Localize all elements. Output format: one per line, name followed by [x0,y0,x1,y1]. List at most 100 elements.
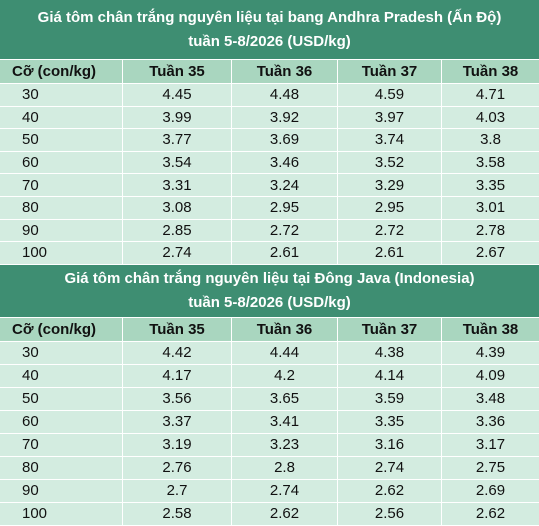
table-row: 90 2.7 2.74 2.62 2.69 [0,479,539,503]
table-cell: 3.19 [123,433,232,457]
table-cell: 100 [0,502,123,526]
table-cell: 60 [0,151,123,175]
table-cell: 2.85 [123,219,232,243]
table-cell: 3.37 [123,410,232,434]
table-row: 40 4.17 4.2 4.14 4.09 [0,364,539,388]
table-cell: 2.74 [232,479,338,503]
table-cell: 4.14 [338,364,442,388]
table-cell: 4.71 [442,84,539,107]
header-cell: Tuần 37 [338,60,442,84]
table-cell: 3.23 [232,433,338,457]
table-cell: 3.54 [123,151,232,175]
table-row: 50 3.77 3.69 3.74 3.8 [0,129,539,152]
table-cell: 2.61 [338,242,442,265]
table-cell: 2.58 [123,502,232,526]
table-cell: 90 [0,219,123,243]
table-cell: 70 [0,174,123,197]
table-cell: 3.16 [338,433,442,457]
price-table: Giá tôm chân trắng nguyên liệu tại bang … [0,0,539,265]
table-cell: 3.77 [123,129,232,152]
table-cell: 3.92 [232,106,338,130]
header-cell: Cỡ (con/kg) [0,317,123,342]
table-cell: 4.38 [338,341,442,365]
header-cell: Tuần 36 [232,60,338,84]
table-cell: 3.97 [338,106,442,130]
table-cell: 2.72 [232,219,338,243]
table-cell: 2.78 [442,219,539,243]
table-row: 30 4.42 4.44 4.38 4.39 [0,341,539,365]
table-cell: 4.09 [442,364,539,388]
table-cell: 50 [0,387,123,411]
table-cell: 4.17 [123,364,232,388]
table-cell: 4.48 [232,84,338,107]
header-cell: Tuần 38 [442,317,539,342]
table-cell: 2.7 [123,479,232,503]
table-cell: 2.62 [442,502,539,526]
table-cell: 3.56 [123,387,232,411]
table-cell: 3.46 [232,151,338,175]
table-cell: 2.61 [232,242,338,265]
table-cell: 2.74 [338,456,442,480]
table-cell: 2.75 [442,456,539,480]
table-row: 90 2.85 2.72 2.72 2.78 [0,219,539,243]
table-cell: 3.01 [442,196,539,220]
table-cell: 60 [0,410,123,434]
table-row: 40 3.99 3.92 3.97 4.03 [0,106,539,130]
table-cell: 3.74 [338,129,442,152]
price-table: Giá tôm chân trắng nguyên liệu tại Đông … [0,264,539,526]
table-cell: 4.44 [232,341,338,365]
header-cell: Tuần 37 [338,317,442,342]
table-cell: 4.2 [232,364,338,388]
table-cell: 3.52 [338,151,442,175]
table-cell: 50 [0,129,123,152]
table-cell: 3.08 [123,196,232,220]
table-cell: 40 [0,364,123,388]
table-cell: 90 [0,479,123,503]
table-cell: 4.39 [442,341,539,365]
table-title: Giá tôm chân trắng nguyên liệu tại bang … [0,0,539,60]
table-cell: 2.8 [232,456,338,480]
table-cell: 3.48 [442,387,539,411]
table-title: Giá tôm chân trắng nguyên liệu tại Đông … [0,264,539,318]
table-cell: 2.62 [338,479,442,503]
table-cell: 4.42 [123,341,232,365]
title-line: tuần 5-8/2026 (USD/kg) [188,33,351,50]
table-cell: 3.24 [232,174,338,197]
header-cell: Tuần 35 [123,317,232,342]
table-cell: 3.59 [338,387,442,411]
table-cell: 30 [0,84,123,107]
table-cell: 80 [0,456,123,480]
table-row: 30 4.45 4.48 4.59 4.71 [0,84,539,107]
table-cell: 2.95 [338,196,442,220]
table-cell: 4.03 [442,106,539,130]
title-line: Giá tôm chân trắng nguyên liệu tại Đông … [64,270,475,288]
table-cell: 3.8 [442,129,539,152]
table-row: 80 3.08 2.95 2.95 3.01 [0,196,539,220]
table-cell: 3.35 [442,174,539,197]
table-cell: 3.29 [338,174,442,197]
table-cell: 2.76 [123,456,232,480]
table-row: 100 2.58 2.62 2.56 2.62 [0,502,539,526]
table-cell: 2.62 [232,502,338,526]
table-cell: 3.69 [232,129,338,152]
table-cell: 2.95 [232,196,338,220]
header-row: Cỡ (con/kg) Tuần 35 Tuần 36 Tuần 37 Tuần 38 [0,317,539,342]
table-cell: 3.17 [442,433,539,457]
table-cell: 3.65 [232,387,338,411]
table-cell: 3.36 [442,410,539,434]
table-row: 80 2.76 2.8 2.74 2.75 [0,456,539,480]
table-cell: 2.67 [442,242,539,265]
table-row: 60 3.54 3.46 3.52 3.58 [0,151,539,175]
table-cell: 3.99 [123,106,232,130]
header-cell: Cỡ (con/kg) [0,60,123,84]
table-cell: 40 [0,106,123,130]
table-cell: 2.74 [123,242,232,265]
table-cell: 30 [0,341,123,365]
table-row: 60 3.37 3.41 3.35 3.36 [0,410,539,434]
header-cell: Tuần 35 [123,60,232,84]
header-cell: Tuần 38 [442,60,539,84]
table-cell: 2.69 [442,479,539,503]
table-cell: 3.41 [232,410,338,434]
header-cell: Tuần 36 [232,317,338,342]
